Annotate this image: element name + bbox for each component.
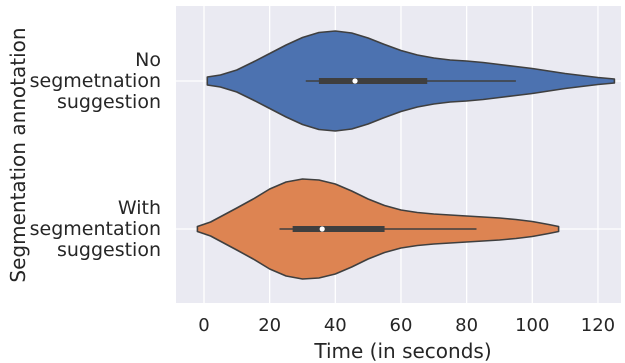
category-label-line: suggestion (57, 239, 161, 261)
x-tick-labels: 0 20 40 60 80 100 120 (198, 315, 615, 336)
x-tick-label: 0 (198, 315, 209, 336)
violin-median (352, 78, 358, 84)
x-tick-label: 120 (581, 315, 615, 336)
category-label-line: With (118, 197, 161, 219)
category-label-line: segmentation (30, 218, 161, 240)
y-axis-label: Segmentation annotation (6, 27, 30, 282)
x-tick-label: 40 (324, 315, 347, 336)
x-tick-label: 20 (258, 315, 281, 336)
violin-median (319, 226, 325, 232)
x-axis-label: Time (in seconds) (313, 339, 491, 363)
category-label-line: suggestion (57, 91, 161, 113)
category-labels: NosegmetnationsuggestionWithsegmentation… (30, 49, 161, 261)
category-label-line: No (135, 49, 161, 71)
x-tick-label: 100 (515, 315, 549, 336)
violins (196, 30, 616, 280)
x-tick-label: 80 (455, 315, 478, 336)
violin-iqr-box (292, 226, 385, 232)
violin-iqr-box (318, 78, 428, 84)
x-tick-label: 60 (390, 315, 413, 336)
category-label-line: segmetnation (30, 70, 161, 92)
